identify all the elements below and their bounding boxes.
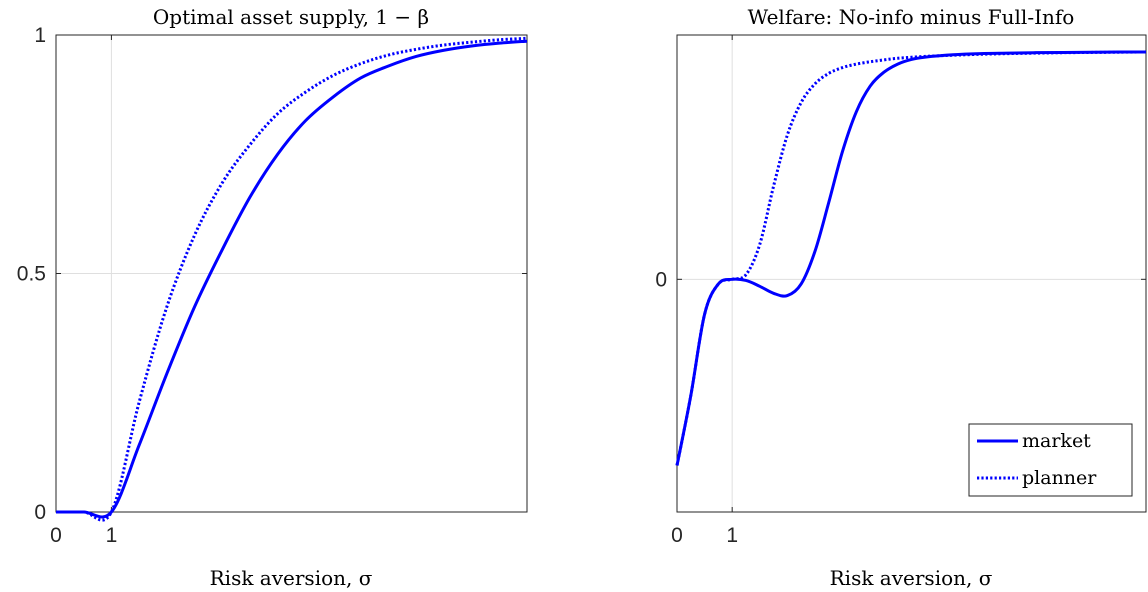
legend-label-market: market xyxy=(1022,430,1091,452)
y-tick-label: 0.5 xyxy=(17,263,46,286)
axis-ticks: 0 1 0 xyxy=(655,35,1146,547)
series-group xyxy=(55,36,528,522)
axes-box xyxy=(676,34,1147,513)
series-line-market xyxy=(55,39,528,519)
y-tick-label: 1 xyxy=(34,24,46,47)
series-line-planner xyxy=(55,36,528,522)
x-tick-label: 0 xyxy=(50,524,62,547)
series-group xyxy=(675,50,1147,466)
chart-title: Welfare: No-info minus Full-Info xyxy=(748,5,1075,29)
x-axis-label: Risk aversion, σ xyxy=(830,566,993,590)
chart-welfare: 0 1 0 Welfare: No-info minus Full-Info Ris… xyxy=(655,5,1147,590)
x-axis-label: Risk aversion, σ xyxy=(210,566,373,590)
chart-asset-supply: 0 1 0 0.5 1 Optimal asset supply, 1 − β Risk… xyxy=(17,5,528,590)
grid-lines xyxy=(677,35,1146,512)
y-tick-label: 0 xyxy=(655,268,667,291)
x-tick-label: 0 xyxy=(671,524,683,547)
legend: market planner xyxy=(968,423,1133,497)
y-tick-label: 0 xyxy=(34,501,46,524)
series-line-planner xyxy=(675,50,1147,466)
grid-lines xyxy=(56,35,527,512)
series-line-market xyxy=(675,50,1147,466)
axis-ticks: 0 1 0 0.5 1 xyxy=(17,24,527,547)
x-tick-label: 1 xyxy=(106,524,118,547)
legend-box xyxy=(968,423,1133,497)
legend-label-planner: planner xyxy=(1022,467,1097,489)
chart-title: Optimal asset supply, 1 − β xyxy=(153,5,429,29)
x-tick-label: 1 xyxy=(726,524,738,547)
